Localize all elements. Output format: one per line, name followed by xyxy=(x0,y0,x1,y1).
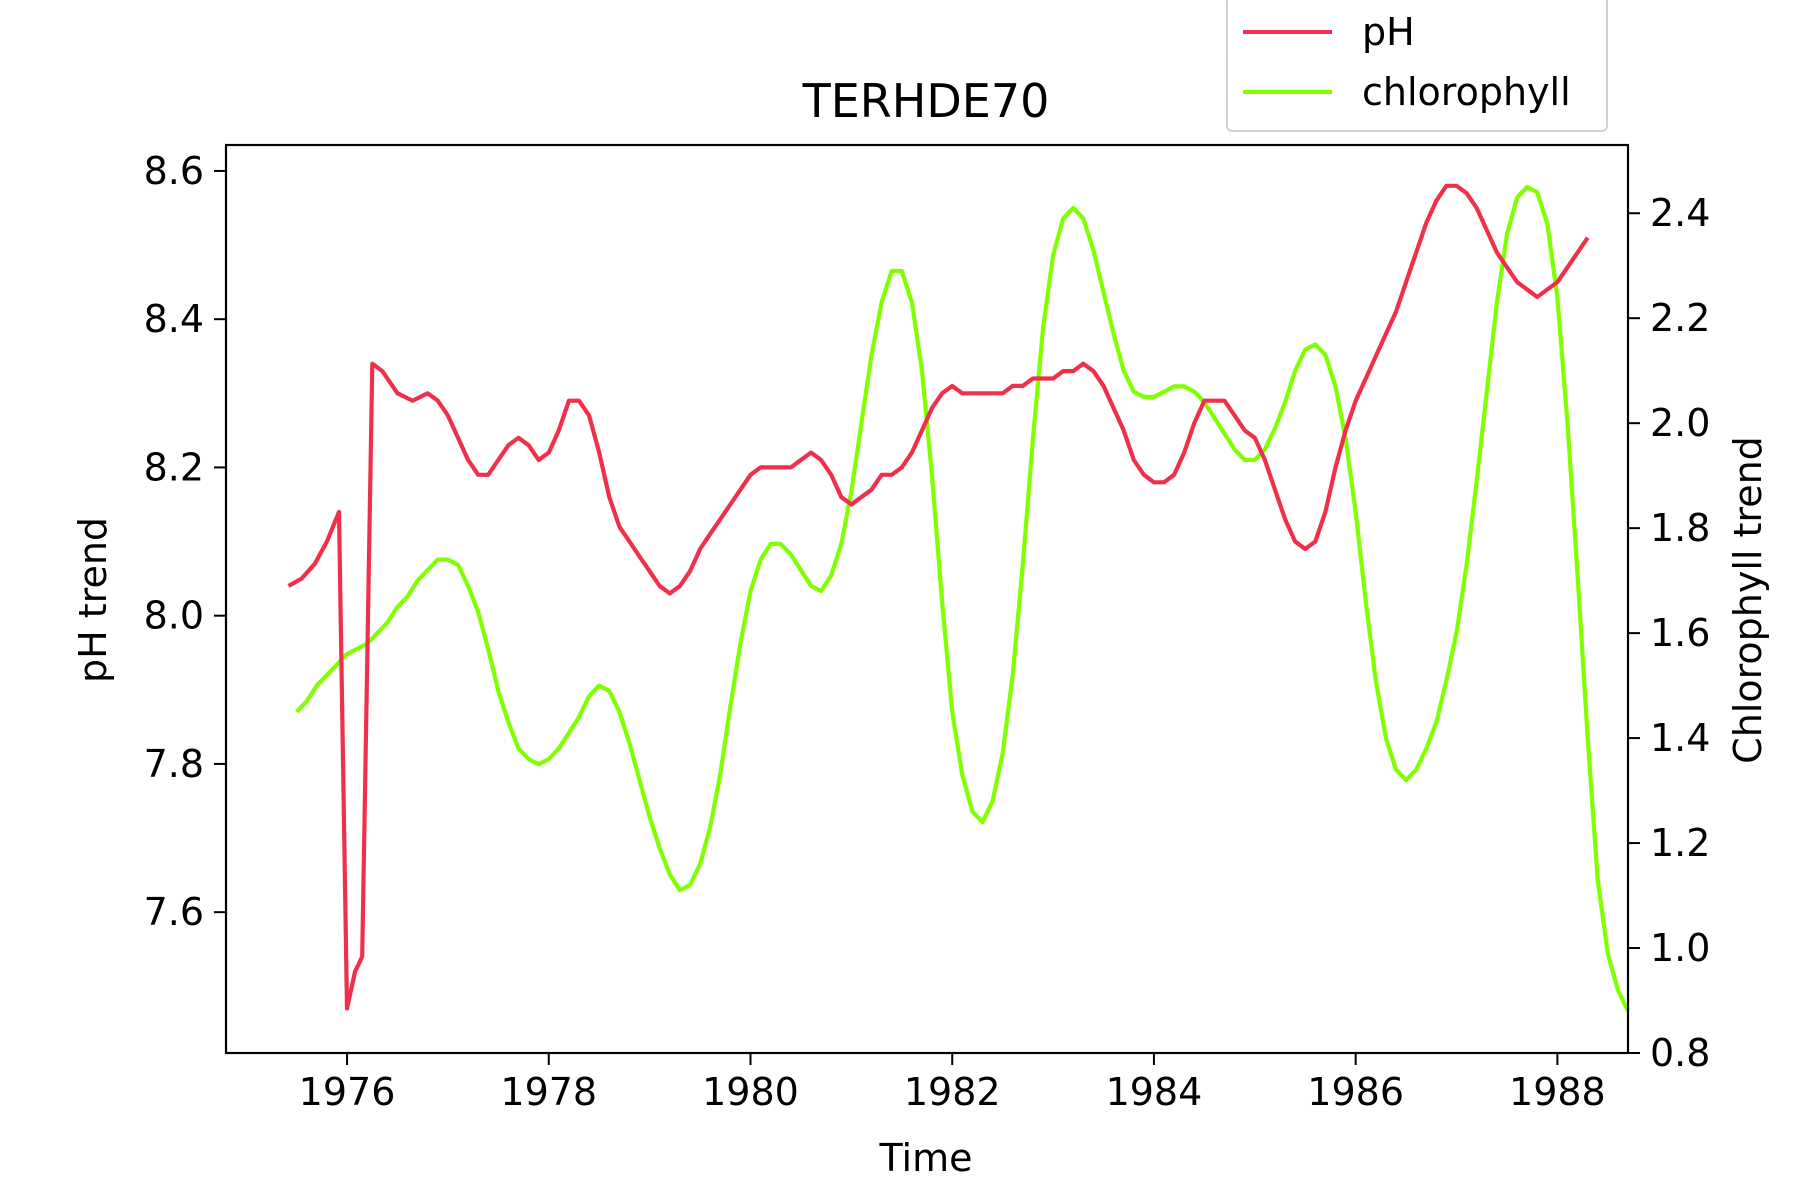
chart-title: TERHDE70 xyxy=(802,74,1050,128)
x-tick-label: 1982 xyxy=(904,1070,1001,1114)
y-left-tick-label: 7.8 xyxy=(144,742,204,786)
y-right-tick-label: 1.0 xyxy=(1650,926,1710,970)
x-tick-label: 1978 xyxy=(500,1070,597,1114)
legend-label-chlorophyll: chlorophyll xyxy=(1362,70,1571,114)
legend: pH chlorophyll xyxy=(1226,0,1608,132)
y-right-tick-label: 1.6 xyxy=(1650,611,1710,655)
y-right-tick-label: 2.2 xyxy=(1650,296,1710,340)
y-left-tick-label: 8.4 xyxy=(144,297,204,341)
y-left-tick-label: 8.6 xyxy=(144,149,204,193)
x-tick-label: 1976 xyxy=(299,1070,396,1114)
y-right-tick-label: 1.8 xyxy=(1650,506,1710,550)
y-right-tick-label: 2.0 xyxy=(1650,401,1710,445)
x-tick-label: 1986 xyxy=(1307,1070,1404,1114)
y-right-tick-label: 1.4 xyxy=(1650,716,1710,760)
y-axis-left: 7.6 7.8 8.0 8.2 8.4 8.6 xyxy=(144,149,226,934)
y-axis-right-title: Chlorophyll trend xyxy=(1726,436,1770,764)
series-line-ph xyxy=(287,183,1590,1011)
x-tick-label: 1984 xyxy=(1106,1070,1203,1114)
y-right-tick-label: 0.8 xyxy=(1650,1031,1710,1075)
y-axis-right: 0.8 1.0 1.2 1.4 1.6 1.8 2.0 2.2 2.4 xyxy=(1628,191,1710,1075)
series-line-chlorophyll xyxy=(295,184,1630,1012)
y-axis-left-title: pH trend xyxy=(71,517,115,683)
x-tick-label: 1980 xyxy=(702,1070,799,1114)
plot-frame xyxy=(224,143,1630,1055)
y-left-tick-label: 8.2 xyxy=(144,445,204,489)
series-layer xyxy=(287,183,1630,1012)
x-axis: 1976 1978 1980 1982 1984 1986 1988 xyxy=(299,1053,1606,1114)
legend-label-ph: pH xyxy=(1362,10,1415,54)
y-right-tick-label: 1.2 xyxy=(1650,821,1710,865)
y-left-tick-label: 7.6 xyxy=(144,890,204,934)
y-left-tick-label: 8.0 xyxy=(144,594,204,638)
y-right-tick-label: 2.4 xyxy=(1650,191,1710,235)
x-axis-title: Time xyxy=(879,1136,973,1180)
x-tick-label: 1988 xyxy=(1509,1070,1606,1114)
